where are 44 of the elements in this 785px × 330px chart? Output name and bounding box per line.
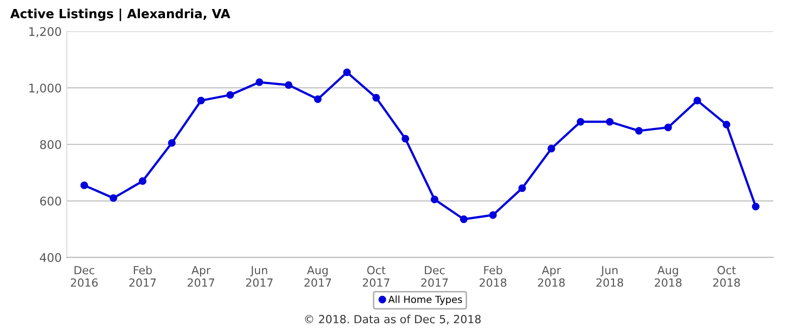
point [168,139,176,147]
point [606,118,614,126]
point [752,202,760,210]
x-tick-label: Apr 2017 [188,266,214,287]
x-tick-label: Oct 2017 [362,266,390,287]
x-tick-label: Aug 2017 [304,266,331,287]
point [80,182,88,190]
text: © 2018. Data as of Dec 5, 2018 [305,314,481,324]
point [138,177,146,185]
point [722,120,730,128]
point [489,211,497,219]
chart-title: Active Listings | Alexandria, VA [10,8,230,22]
point [694,96,702,104]
y-tick-label: 1,000 [29,84,62,94]
legend-label: All Home Types [388,296,462,305]
y-tick-label: 600 [40,196,62,206]
x-tick-label: Feb 2018 [480,266,506,287]
point [314,95,322,103]
y-tick-label: 800 [40,140,62,150]
point [576,118,584,126]
point [548,144,556,152]
point [226,91,234,99]
x-tick-label: Aug 2018 [654,266,682,287]
x-tick-label: Jun 2017 [246,266,273,287]
point [343,68,351,76]
point [664,124,672,132]
point [110,194,118,202]
y-tick-label: 400 [40,253,62,262]
point [256,78,264,86]
point [284,81,292,89]
point [372,94,380,102]
x-tick-label: Apr 2018 [538,266,565,287]
point [430,196,438,204]
point [460,215,468,224]
x-tick-label: Oct 2018 [713,266,740,287]
point [518,184,526,192]
y-tick-label: 1,200 [29,27,62,38]
x-tick-label: Feb 2017 [129,266,156,287]
point [402,134,410,143]
point [635,126,643,135]
x-tick-label: Jun 2018 [596,266,624,287]
point [197,96,205,104]
x-tick-label: Dec 2017 [421,266,448,287]
x-tick-label: Dec 2016 [70,266,98,287]
